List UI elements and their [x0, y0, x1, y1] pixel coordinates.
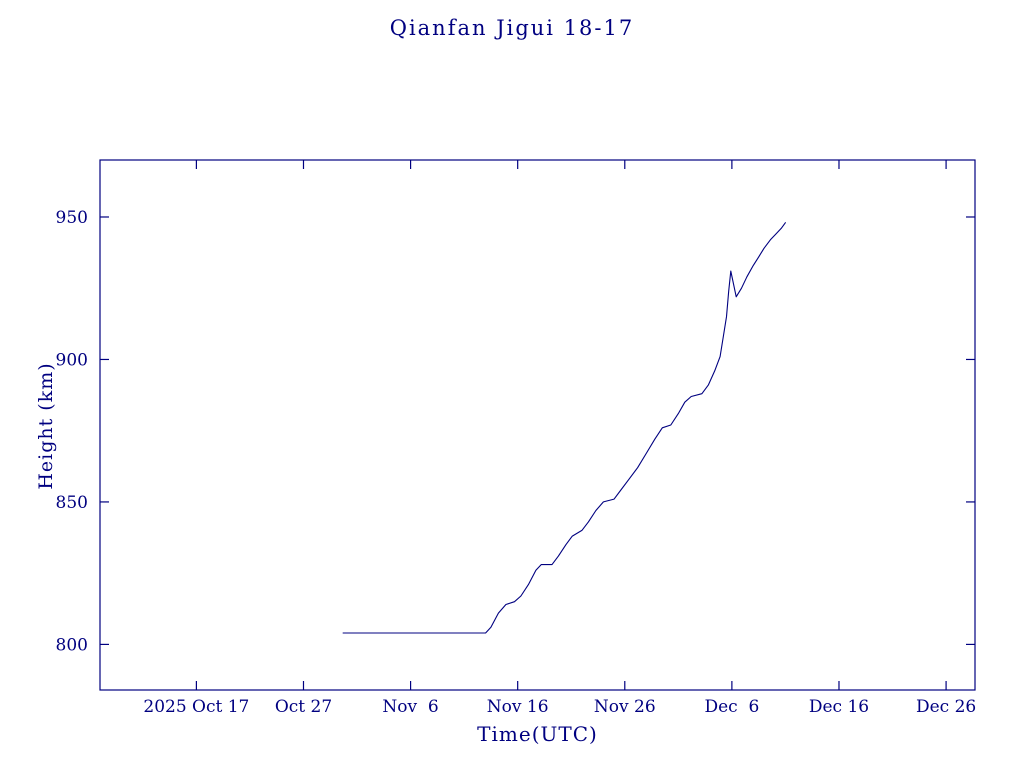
- x-tick-label: Nov 16: [487, 697, 549, 717]
- x-tick-label: Oct 27: [275, 697, 332, 717]
- plot-frame: [99, 159, 976, 691]
- y-tick-label: 900: [56, 350, 88, 370]
- y-tick-label: 800: [56, 635, 88, 655]
- x-tick-label: Dec 6: [704, 697, 759, 717]
- height-series-line: [342, 222, 786, 634]
- y-tick-label: 950: [56, 208, 88, 228]
- x-axis-label: Time(UTC): [477, 722, 598, 746]
- x-tick-label: Nov 6: [382, 697, 438, 717]
- x-tick-label: Nov 26: [594, 697, 656, 717]
- chart-title: Qianfan Jigui 18-17: [389, 16, 635, 40]
- y-tick-label: 850: [56, 493, 88, 513]
- x-tick-label: 2025 Oct 17: [143, 697, 249, 717]
- x-tick-label: Dec 26: [916, 697, 976, 717]
- x-tick-label: Dec 16: [809, 697, 869, 717]
